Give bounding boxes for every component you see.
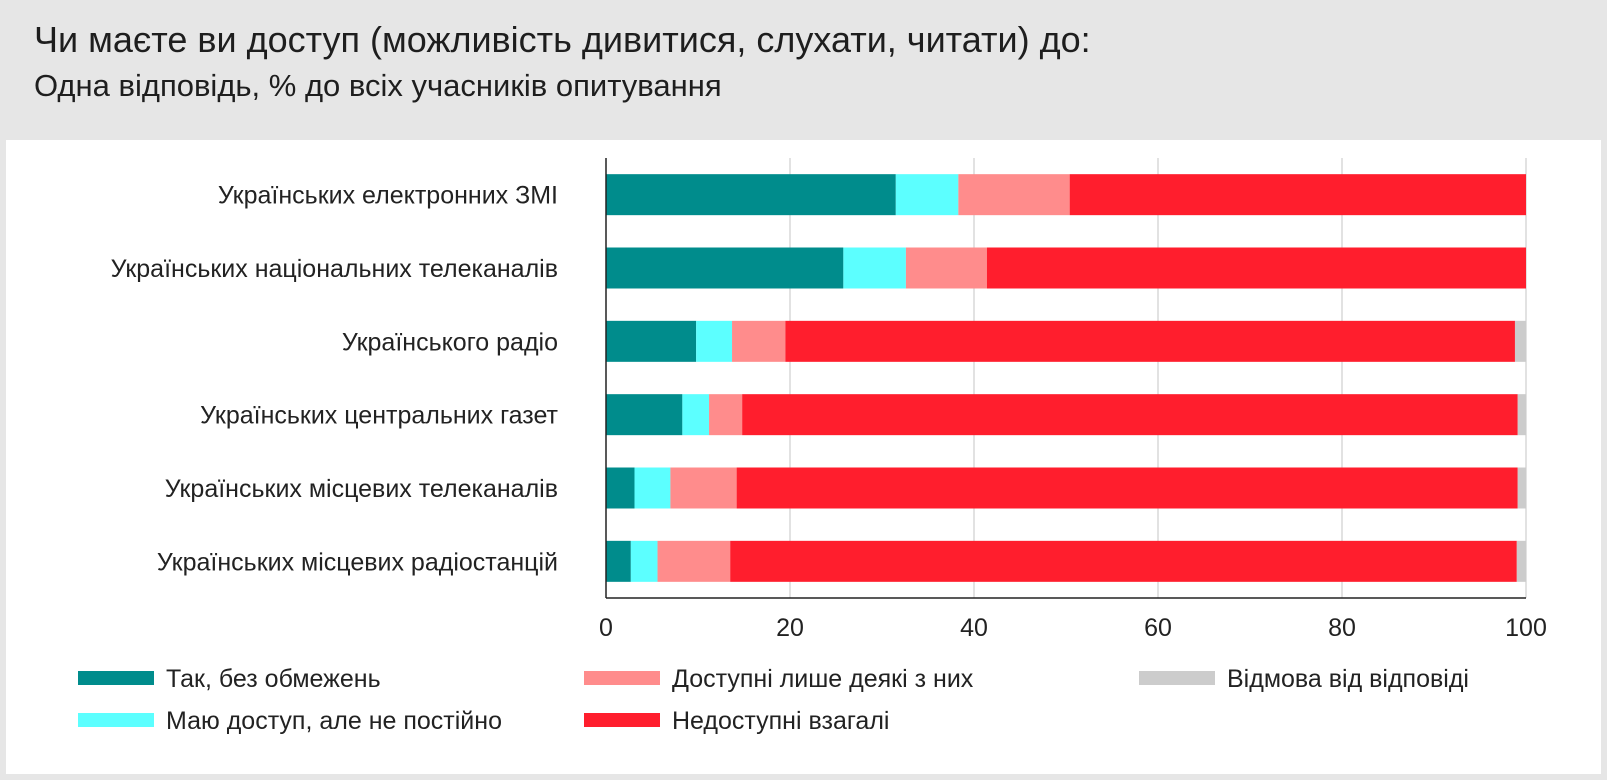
bar-1-series-2	[905, 247, 987, 289]
chart-title: Чи маєте ви доступ (можливість дивитися,…	[34, 19, 1091, 60]
x-tick-label-60: 60	[1144, 614, 1172, 642]
bar-5-series-2	[657, 540, 731, 582]
bar-2-series-4	[1514, 320, 1526, 362]
chart-panel: Українських електронних ЗМІ Українських н…	[6, 140, 1601, 774]
legend-swatch-3	[584, 713, 660, 727]
bar-2-series-0	[606, 320, 697, 362]
bar-2-series-1	[696, 320, 733, 362]
x-tick-label-0: 0	[599, 614, 613, 642]
legend-swatch-2	[584, 671, 660, 685]
stacked-bar-chart: Українських електронних ЗМІ Українських н…	[78, 158, 1547, 735]
x-tick-label-80: 80	[1328, 614, 1356, 642]
chart-subtitle: Одна відповідь, % до всіх учасників опит…	[34, 68, 722, 103]
x-tick-label-20: 20	[776, 614, 804, 642]
category-label-4: Українських місцевих телеканалів	[165, 475, 558, 503]
bar-3-series-4	[1517, 394, 1526, 436]
bar-4-series-1	[634, 467, 671, 509]
bar-3-series-0	[606, 394, 683, 436]
bar-0-series-0	[606, 174, 896, 216]
bar-5-series-4	[1516, 540, 1526, 582]
bar-4-series-4	[1517, 467, 1526, 509]
legend-label-4: Відмова від відповіді	[1227, 665, 1469, 693]
legend-swatch-1	[78, 713, 154, 727]
bar-2-series-2	[732, 320, 786, 362]
category-label-5: Українських місцевих радіостанцій	[157, 548, 558, 576]
legend-label-2: Доступні лише деякі з них	[672, 665, 974, 693]
bar-3-series-3	[742, 394, 1518, 436]
category-label-0: Українських електронних ЗМІ	[218, 182, 558, 210]
x-tick-label-40: 40	[960, 614, 988, 642]
bar-0-series-1	[895, 174, 959, 216]
bar-4-series-2	[670, 467, 737, 509]
category-label-3: Українських центральних газет	[200, 402, 558, 430]
bar-4-series-0	[606, 467, 635, 509]
legend-label-3: Недоступні взагалі	[672, 707, 889, 735]
legend-label-0: Так, без обмежень	[166, 665, 381, 693]
bar-0-series-3	[1069, 174, 1526, 216]
legend-swatch-4	[1139, 671, 1215, 685]
chart-header: Чи маєте ви доступ (можливість дивитися,…	[0, 0, 1607, 140]
legend-swatch-0	[78, 671, 154, 685]
bar-3-series-1	[682, 394, 710, 436]
bar-3-series-2	[709, 394, 743, 436]
bar-5-series-3	[730, 540, 1517, 582]
bar-5-series-0	[606, 540, 631, 582]
bar-1-series-0	[606, 247, 844, 289]
bar-4-series-3	[736, 467, 1518, 509]
category-label-1: Українських національних телеканалів	[111, 255, 558, 283]
bar-0-series-2	[958, 174, 1070, 216]
bar-1-series-3	[986, 247, 1526, 289]
bar-1-series-1	[843, 247, 906, 289]
bar-5-series-1	[630, 540, 658, 582]
category-label-2: Українського радіо	[342, 328, 558, 356]
x-tick-label-100: 100	[1505, 614, 1547, 642]
legend-label-1: Маю доступ, але не постійно	[166, 707, 502, 735]
bar-2-series-3	[785, 320, 1515, 362]
